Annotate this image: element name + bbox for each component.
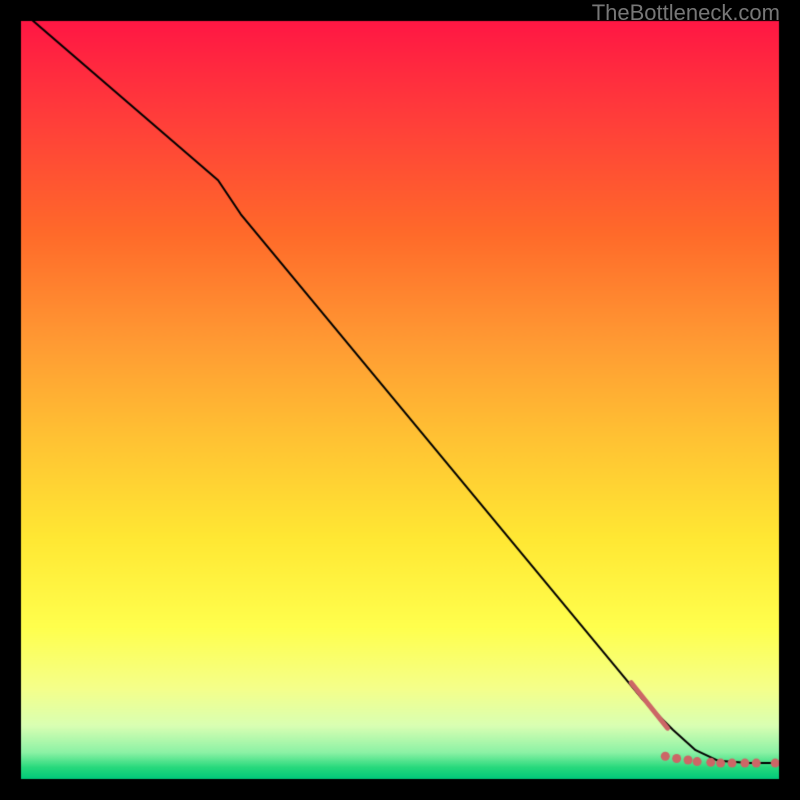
watermark-text: TheBottleneck.com	[592, 0, 780, 26]
bottleneck-chart-canvas	[0, 0, 800, 800]
chart-container: TheBottleneck.com	[0, 0, 800, 800]
